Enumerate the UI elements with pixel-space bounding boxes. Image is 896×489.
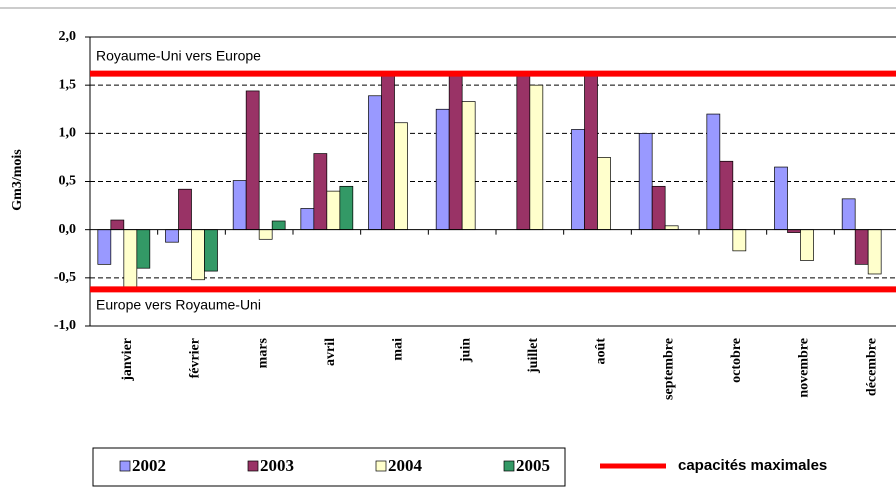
bar bbox=[854, 229, 869, 265]
bar bbox=[584, 73, 598, 231]
bar bbox=[97, 229, 112, 265]
x-tick-label: juillet bbox=[526, 338, 541, 374]
bar bbox=[867, 229, 882, 275]
bar bbox=[123, 229, 138, 288]
bar bbox=[435, 108, 450, 231]
bar bbox=[732, 229, 747, 252]
bar bbox=[529, 84, 544, 231]
x-tick-label: janvier bbox=[120, 338, 135, 382]
bar bbox=[136, 229, 151, 269]
y-tick-label: -0,5 bbox=[54, 270, 76, 285]
bar bbox=[774, 166, 788, 231]
y-tick-label: 0,0 bbox=[59, 222, 77, 237]
bar bbox=[394, 122, 408, 231]
bar bbox=[110, 219, 125, 231]
annotation: Royaume-Uni vers Europe bbox=[96, 48, 261, 64]
bar bbox=[204, 229, 218, 272]
x-tick-label: septembre bbox=[661, 338, 676, 400]
bar bbox=[271, 220, 286, 231]
bar bbox=[597, 157, 611, 231]
bar bbox=[381, 75, 395, 231]
y-tick-label: 1,5 bbox=[59, 77, 77, 92]
x-tick-label: mars bbox=[255, 337, 270, 368]
bar bbox=[313, 153, 328, 231]
x-tick-label: décembre bbox=[864, 338, 879, 396]
bar bbox=[339, 185, 354, 231]
x-tick-label: février bbox=[188, 338, 203, 378]
bar bbox=[706, 113, 721, 231]
legend-swatch bbox=[247, 460, 259, 472]
legend-label: 2003 bbox=[260, 456, 294, 475]
bar bbox=[245, 90, 260, 231]
bar bbox=[841, 198, 856, 231]
x-tick-label: juin bbox=[458, 338, 473, 363]
legend-box bbox=[92, 447, 566, 487]
bar bbox=[571, 129, 585, 231]
bar bbox=[800, 229, 814, 261]
bar bbox=[191, 229, 205, 281]
bar bbox=[651, 185, 666, 231]
y-tick-label: -1,0 bbox=[54, 318, 76, 333]
bar bbox=[258, 229, 273, 240]
x-tick-label: novembre bbox=[797, 338, 812, 398]
legend-label: 2002 bbox=[132, 456, 166, 475]
bar bbox=[178, 188, 192, 231]
y-tick-label: 1,0 bbox=[59, 126, 77, 141]
legend-label: 2005 bbox=[516, 456, 550, 475]
bar bbox=[368, 95, 382, 231]
bar bbox=[664, 225, 679, 231]
bar bbox=[461, 101, 476, 231]
legend-swatch bbox=[119, 460, 131, 472]
bar bbox=[516, 73, 531, 231]
bar bbox=[326, 190, 341, 231]
x-tick-label: mai bbox=[391, 338, 406, 361]
x-tick-label: octobre bbox=[729, 338, 744, 383]
y-axis-label: Gm3/mois bbox=[10, 149, 25, 211]
y-tick-label: 0,5 bbox=[59, 174, 77, 189]
legend-swatch bbox=[375, 460, 387, 472]
x-tick-label: avril bbox=[323, 338, 338, 366]
legend-swatch bbox=[503, 460, 515, 472]
y-tick-label: 2,0 bbox=[59, 29, 77, 44]
annotation: Europe vers Royaume-Uni bbox=[96, 297, 261, 313]
legend-label: 2004 bbox=[388, 456, 423, 475]
x-tick-label: août bbox=[594, 338, 609, 365]
bar bbox=[448, 73, 463, 231]
bar bbox=[719, 160, 734, 231]
legend-label: capacités maximales bbox=[678, 457, 827, 474]
bar bbox=[165, 229, 179, 243]
bar bbox=[638, 132, 653, 231]
bar bbox=[300, 208, 315, 231]
bar bbox=[232, 180, 247, 231]
